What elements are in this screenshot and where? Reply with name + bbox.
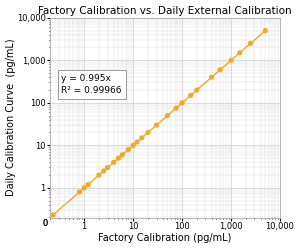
Point [248, 41, 253, 45]
Point [174, 106, 178, 110]
Text: y = 0.995x
R² = 0.99966: y = 0.995x R² = 0.99966 [61, 74, 122, 95]
Point [188, 93, 193, 97]
Point [237, 51, 242, 55]
Point [140, 136, 144, 140]
Point [86, 183, 91, 187]
Point [263, 29, 268, 33]
Point [165, 114, 170, 118]
Point [126, 147, 131, 151]
Point [229, 58, 233, 62]
Point [218, 68, 223, 72]
Point [131, 143, 136, 147]
Point [77, 190, 82, 194]
Point [135, 140, 140, 144]
Point [105, 166, 110, 170]
Point [116, 156, 121, 160]
Point [82, 186, 87, 190]
Point [180, 101, 184, 105]
Text: 0: 0 [42, 220, 48, 229]
Text: 0: 0 [42, 220, 48, 229]
Point [101, 169, 106, 173]
Point [194, 88, 199, 92]
Point [120, 153, 125, 157]
Y-axis label: Daily Calibration Curve  (pg/mL): Daily Calibration Curve (pg/mL) [6, 39, 16, 196]
Point [154, 123, 159, 127]
Point [51, 213, 56, 217]
Point [97, 173, 101, 177]
Point [146, 130, 150, 134]
Point [209, 75, 214, 79]
Title: Factory Calibration vs. Daily External Calibration: Factory Calibration vs. Daily External C… [38, 5, 292, 15]
Point [111, 160, 116, 164]
X-axis label: Factory Calibration (pg/mL): Factory Calibration (pg/mL) [98, 234, 232, 244]
